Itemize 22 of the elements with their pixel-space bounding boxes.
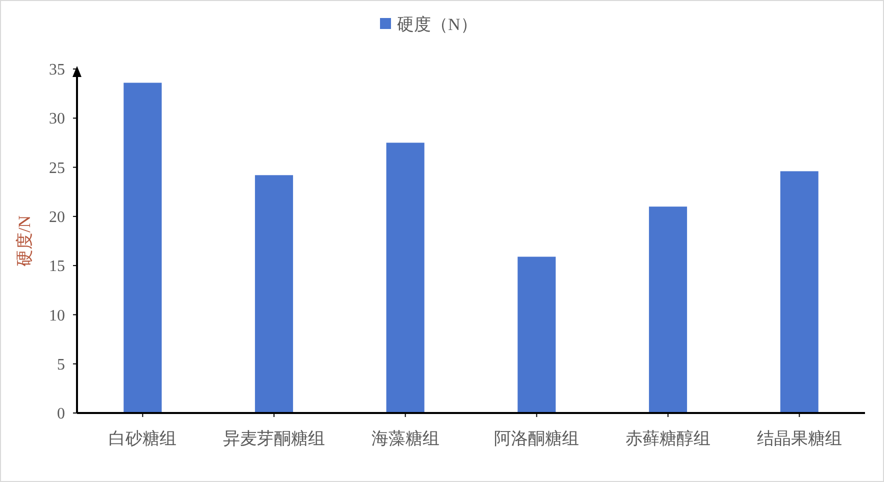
y-tick-label: 20 xyxy=(49,209,65,226)
y-axis-title: 硬度/N xyxy=(15,216,34,266)
bar xyxy=(780,171,818,413)
y-tick-label: 0 xyxy=(57,406,65,423)
y-tick-label: 25 xyxy=(49,160,65,177)
y-tick-label: 35 xyxy=(49,62,65,79)
bar xyxy=(648,206,688,413)
x-tick-label: 白砂糖组 xyxy=(108,429,177,448)
bar xyxy=(254,175,294,413)
y-tick-label: 15 xyxy=(49,258,65,276)
bar xyxy=(124,82,162,413)
y-tick-label: 30 xyxy=(49,110,65,128)
x-tick-label: 异麦芽酮糖组 xyxy=(223,429,325,448)
bar xyxy=(386,142,424,413)
x-tick-label: 结晶果糖组 xyxy=(756,429,842,448)
y-tick-label: 10 xyxy=(49,307,65,324)
x-tick-label: 赤藓糖醇组 xyxy=(626,429,710,448)
x-tick-label: 阿洛酮糖组 xyxy=(494,429,580,448)
y-tick-label: 5 xyxy=(57,356,65,374)
bar xyxy=(518,256,556,413)
legend-label: 硬度（N） xyxy=(397,14,478,34)
x-tick-label: 海藻糖组 xyxy=(371,429,440,448)
